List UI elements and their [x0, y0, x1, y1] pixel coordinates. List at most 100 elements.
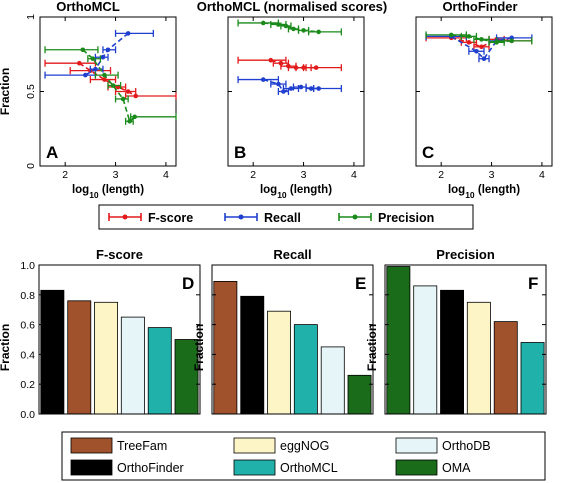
x-tick-label: 2	[250, 169, 256, 181]
series-legend-box	[98, 204, 474, 230]
legend-fscore-marker	[122, 214, 128, 220]
legend-entry-treefam: TreeFam	[70, 437, 167, 454]
legend-orthomcl-label: OrthoMCL	[280, 461, 338, 475]
series-line	[451, 37, 512, 48]
legend-treefam-swatch	[70, 437, 113, 454]
series-line	[450, 35, 512, 60]
legend-orthodb-label: OrthoDB	[442, 439, 491, 453]
bar-orthodb	[120, 316, 145, 415]
data-point	[466, 40, 472, 45]
legend-orthomcl-swatch	[233, 459, 276, 476]
data-point	[316, 29, 321, 35]
bar-orthodb	[320, 346, 345, 415]
y-axis-label: Fraction	[0, 68, 12, 115]
data-point	[125, 31, 131, 36]
method-legend-box	[61, 431, 546, 481]
data-point	[291, 26, 296, 32]
series-f-score	[237, 56, 342, 72]
series-precision	[237, 19, 342, 36]
bar-eggnog	[94, 301, 119, 415]
panel-c: OrthoFinder 2 3 4 log10 (length) C	[415, 0, 553, 200]
data-point	[83, 72, 88, 78]
series-legend: F-score Recall Precision	[98, 204, 474, 230]
bar-orthofinder	[40, 289, 65, 415]
data-point	[316, 86, 321, 91]
data-point	[276, 22, 281, 27]
bar-orthodb	[413, 285, 438, 415]
plot-frame	[227, 16, 365, 167]
data-point	[90, 56, 96, 62]
panel-letter: C	[422, 143, 434, 162]
panel-letter: F	[528, 274, 538, 293]
data-point	[301, 28, 306, 33]
x-tick-label: 2	[438, 169, 444, 181]
x-tick-label: 3	[113, 169, 119, 181]
legend-entry-oma: OMA	[395, 459, 471, 476]
plot-frame	[39, 16, 177, 167]
plot-frame	[384, 264, 547, 415]
y-tick-label: 1.0	[20, 260, 35, 272]
legend-entry-recall: Recall	[224, 211, 301, 225]
x-tick-label: 3	[489, 169, 495, 181]
panel-b: OrthoMCL (normalised scores) 2 3 4 log10 (le…	[197, 0, 387, 200]
data-point	[479, 44, 484, 50]
data-point	[474, 48, 479, 54]
data-point	[466, 34, 472, 39]
panel-title: OrthoFinder	[442, 0, 517, 14]
legend-eggnog-label: eggNOG	[280, 439, 329, 453]
data-point	[479, 37, 484, 42]
legend-eggnog-swatch	[233, 437, 276, 454]
panel-title: Precision	[436, 247, 495, 262]
legend-precision-marker	[352, 214, 358, 220]
data-point	[301, 65, 306, 70]
y-tick-label: 0.5	[25, 84, 37, 99]
legend-orthodb-swatch	[395, 437, 438, 454]
data-point	[125, 89, 131, 94]
data-point	[276, 81, 281, 87]
data-point	[313, 65, 319, 70]
panel-f: Precision Fraction F	[365, 247, 547, 415]
data-point	[448, 32, 454, 38]
data-point	[283, 23, 289, 29]
panel-a: OrthoMCL 2 3 4 0 0.5 1 Fraction log10 (length) A	[0, 0, 177, 200]
data-point	[268, 57, 274, 63]
panel-letter: E	[355, 274, 366, 293]
bar-oma	[386, 266, 411, 415]
data-point	[105, 47, 111, 53]
series-recall	[237, 76, 342, 95]
panel-title: F-score	[96, 247, 143, 262]
data-point	[100, 54, 106, 60]
panel-title: Recall	[273, 247, 311, 262]
x-axis-label: log10 (length)	[72, 184, 144, 200]
x-tick-label: 4	[163, 169, 169, 181]
data-point	[102, 72, 107, 78]
data-point	[133, 93, 139, 99]
bar-treefam	[493, 321, 518, 415]
series-precision	[425, 31, 533, 46]
y-tick-label: 0.0	[20, 409, 35, 421]
plot-frame	[38, 264, 201, 415]
bar-oma	[347, 374, 372, 415]
panel-d: F-score 0.0 0.2 0.4 0.6 0.8 1.0 Fraction D	[0, 247, 201, 421]
bar-orthomcl	[293, 324, 318, 415]
legend-entry-fscore: F-score	[108, 211, 193, 225]
bar-orthomcl	[520, 342, 545, 415]
x-axis-label: log10 (length)	[260, 184, 332, 200]
legend-orthofinder-swatch	[70, 459, 113, 476]
panel-e: Recall Fraction E	[192, 247, 374, 415]
data-point	[298, 84, 304, 90]
data-point	[481, 56, 487, 62]
legend-entry-orthofinder: OrthoFinder	[70, 459, 184, 476]
bar-orthomcl	[147, 327, 172, 415]
y-tick-label: 0.6	[20, 320, 35, 332]
series-precision	[44, 46, 177, 125]
bar-eggnog	[466, 301, 491, 415]
data-point	[308, 86, 314, 91]
x-tick-label: 3	[301, 169, 307, 181]
legend-entry-orthomcl: OrthoMCL	[233, 459, 338, 476]
series-f-score	[44, 59, 177, 100]
legend-oma-label: OMA	[442, 461, 471, 475]
data-point	[132, 114, 137, 120]
bar-treefam	[67, 300, 92, 415]
